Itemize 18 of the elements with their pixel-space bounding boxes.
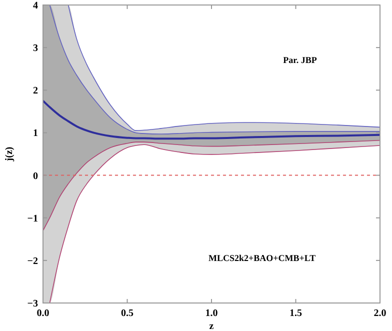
annotation: Par. JBP bbox=[283, 55, 318, 65]
y-tick-label: 1 bbox=[33, 128, 38, 140]
y-axis-title: j(z) bbox=[4, 146, 15, 162]
x-tick-label: 0.0 bbox=[36, 308, 50, 319]
y-tick-label: −3 bbox=[27, 298, 38, 310]
y-tick-label: 4 bbox=[33, 0, 38, 12]
line-series bbox=[43, 100, 380, 140]
x-tick-label: 2.0 bbox=[374, 308, 386, 319]
y-tick-label: 2 bbox=[33, 86, 38, 97]
x-tick-label: 1.5 bbox=[290, 308, 302, 319]
y-tick-label: 0 bbox=[33, 170, 38, 182]
x-tick-label: 0.5 bbox=[121, 308, 134, 319]
x-tick-label: 1.0 bbox=[205, 308, 218, 319]
annotation: MLCS2k2+BAO+CMB+LT bbox=[208, 253, 316, 263]
y-tick-label: −1 bbox=[27, 213, 38, 224]
y-tick-label: −2 bbox=[27, 256, 38, 267]
x-axis-title: z bbox=[209, 321, 214, 331]
y-tick-label: 3 bbox=[33, 43, 38, 54]
